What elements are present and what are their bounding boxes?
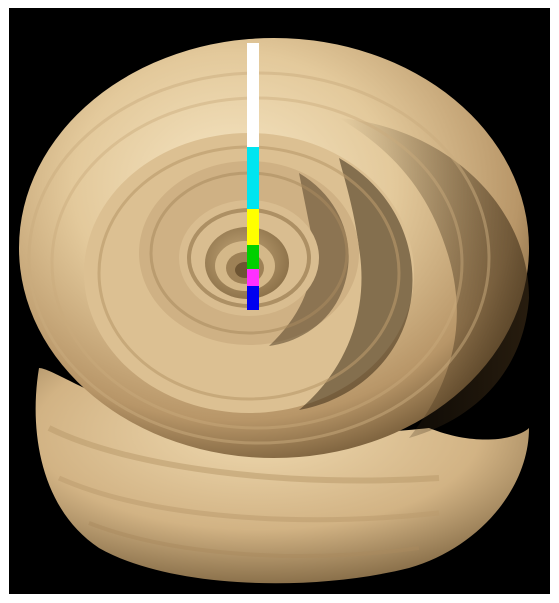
measurement-segment-yellow: [247, 209, 259, 245]
measurement-segment-green: [247, 245, 259, 269]
measurement-segment-blue: [247, 286, 259, 310]
shell-photo: [9, 8, 550, 594]
measurement-segment-white: [247, 43, 259, 147]
shell-illustration: [19, 38, 530, 584]
measurement-segment-cyan: [247, 147, 259, 209]
measurement-segment-magenta: [247, 269, 259, 286]
measurement-bar: [247, 43, 259, 310]
